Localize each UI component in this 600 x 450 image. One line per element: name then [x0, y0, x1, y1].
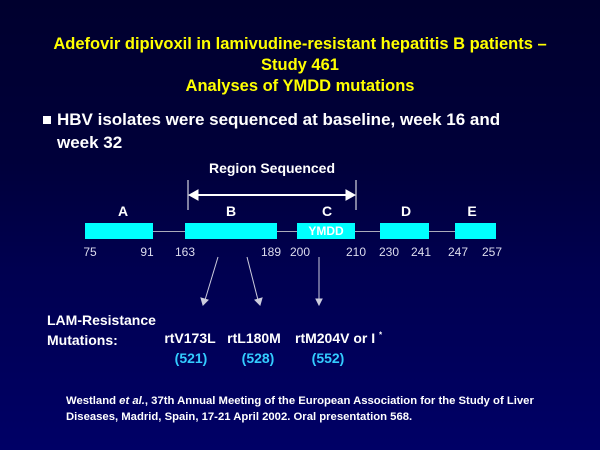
domain-b-box: [185, 223, 277, 239]
bullet-text: HBV isolates were sequenced at baseline,…: [57, 108, 500, 154]
mutation-name: rtM204V or I: [295, 330, 376, 346]
slide-title: Adefovir dipivoxil in lamivudine-resista…: [0, 34, 600, 97]
region-arrow-left-head: [187, 189, 199, 201]
sequence-line: [85, 231, 496, 232]
position-label: 241: [410, 245, 432, 259]
domain-c-label: C: [321, 203, 333, 219]
bullet-square-icon: [43, 116, 51, 124]
domain-a-label: A: [117, 203, 129, 219]
citation-line-2: Diseases, Madrid, Spain, 17-21 April 200…: [66, 411, 413, 423]
position-label: 91: [140, 245, 154, 259]
title-line-2: Study 461: [261, 56, 339, 74]
domain-d-label: D: [400, 203, 412, 219]
footnote-asterisk: *: [379, 330, 383, 340]
position-label: 257: [481, 245, 503, 259]
domain-e-box: [455, 223, 496, 239]
domain-b-label: B: [225, 203, 237, 219]
bullet-line-1: HBV isolates were sequenced at baseline,…: [57, 110, 501, 129]
arrow-l180m: [246, 256, 259, 301]
mutations-label: LAM-Resistance Mutations:: [47, 310, 156, 350]
domain-c-box: YMDD: [297, 223, 355, 239]
domain-a-box: [85, 223, 153, 239]
position-label: 247: [447, 245, 469, 259]
citation-etal: et al.: [119, 395, 145, 407]
citation-line-1: , 37th Annual Meeting of the European As…: [144, 395, 534, 407]
citation-author: Westland: [66, 395, 117, 407]
mutation-name-m204: rtM204V or I *: [295, 330, 382, 346]
position-label: 163: [174, 245, 196, 259]
mutation-count: (552): [311, 350, 345, 366]
mutation-count: (528): [241, 350, 275, 366]
mutations-label-2: Mutations:: [47, 332, 118, 348]
mutation-name: rtV173L: [164, 330, 216, 346]
position-label: 210: [345, 245, 367, 259]
mutations-label-1: LAM-Resistance: [47, 312, 156, 328]
domain-e-label: E: [467, 203, 477, 219]
citation: Westland et al., 37th Annual Meeting of …: [66, 393, 534, 425]
mutation-count: (521): [174, 350, 208, 366]
position-label: 200: [289, 245, 311, 259]
position-label: 230: [378, 245, 400, 259]
region-arrow-right-head: [345, 189, 357, 201]
bullet-line-2: week 32: [57, 133, 123, 152]
title-line-3: Analyses of YMDD mutations: [185, 77, 415, 95]
title-line-1: Adefovir dipivoxil in lamivudine-resista…: [53, 35, 547, 53]
arrow-v173l: [204, 256, 219, 301]
mutation-name: rtL180M: [227, 330, 281, 346]
domain-d-box: [380, 223, 429, 239]
region-sequenced-label: Region Sequenced: [208, 160, 336, 176]
position-label: 75: [83, 245, 97, 259]
position-label: 189: [260, 245, 282, 259]
